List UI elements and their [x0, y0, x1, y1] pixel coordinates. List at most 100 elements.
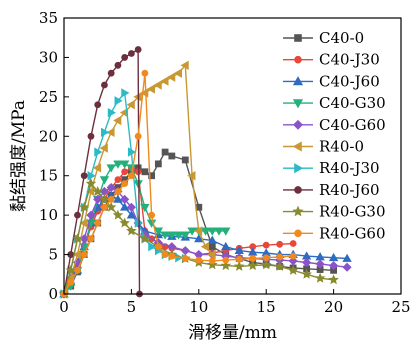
data-point: [87, 132, 95, 140]
legend-label: C40-G60: [319, 116, 386, 134]
data-point: [105, 201, 117, 212]
data-point: [120, 194, 130, 204]
data-point: [141, 69, 149, 77]
y-tick-label: 30: [39, 48, 58, 66]
data-point: [342, 262, 352, 272]
data-point: [314, 272, 326, 283]
y-tick-label: 35: [39, 9, 58, 27]
data-point: [99, 176, 110, 185]
legend-swatch-marker: [292, 99, 304, 109]
data-point: [99, 143, 108, 153]
data-point: [112, 209, 124, 220]
data-point: [80, 251, 88, 258]
legend-label: C40-G30: [319, 94, 386, 112]
legend-swatch-marker: [294, 163, 304, 174]
legend-swatch-marker: [292, 205, 304, 217]
data-point: [153, 227, 164, 236]
data-point: [247, 260, 258, 271]
data-point: [200, 241, 209, 252]
data-point: [107, 195, 115, 203]
legend-item: R40-G30: [283, 203, 386, 221]
y-tick-label: 20: [39, 127, 58, 145]
data-point: [94, 219, 102, 227]
data-point: [134, 46, 142, 53]
data-point: [121, 180, 129, 188]
data-point: [119, 107, 129, 118]
legend-label: R40-J60: [319, 181, 380, 199]
data-point: [80, 172, 88, 180]
legend-swatch-marker: [294, 34, 302, 42]
data-point: [126, 100, 135, 110]
legend-item: C40-G60: [283, 116, 386, 134]
data-point: [181, 156, 189, 164]
data-point: [99, 193, 110, 204]
data-point: [287, 264, 299, 275]
data-point: [274, 260, 285, 271]
data-point: [342, 253, 352, 262]
data-point: [113, 160, 123, 169]
data-point: [187, 171, 196, 181]
data-point: [127, 147, 137, 157]
data-point: [207, 227, 217, 236]
data-point: [180, 231, 191, 240]
data-point: [114, 96, 123, 106]
legend-swatch-marker: [294, 55, 302, 64]
data-point: [168, 252, 176, 260]
data-point: [74, 266, 81, 274]
data-point: [200, 227, 211, 236]
legend-item: C40-0: [283, 29, 364, 47]
data-point: [107, 107, 116, 118]
data-point: [72, 249, 81, 260]
data-point: [173, 68, 182, 78]
y-tick-label: 25: [39, 88, 58, 106]
data-point: [207, 259, 218, 270]
data-point: [180, 60, 189, 71]
data-point: [276, 253, 284, 261]
data-point: [114, 61, 122, 69]
data-point: [65, 264, 77, 275]
y-axis-title: 黏结强度/MPa: [9, 100, 29, 212]
data-point: [329, 261, 339, 271]
data-point: [101, 127, 110, 138]
data-point: [301, 268, 312, 279]
y-tick-label: 15: [39, 167, 58, 185]
x-tick-label: 20: [324, 298, 343, 316]
legend-item: R40-0: [283, 138, 364, 156]
data-point: [208, 257, 216, 265]
data-point: [193, 226, 203, 236]
data-point: [101, 203, 108, 211]
data-point: [146, 84, 156, 94]
data-point: [106, 182, 116, 193]
data-point: [249, 255, 257, 262]
data-point: [94, 101, 102, 109]
data-point: [154, 160, 162, 168]
y-tick-label: 10: [39, 206, 58, 224]
data-point: [173, 231, 184, 240]
data-point: [101, 81, 108, 89]
series-r40-g30: [58, 178, 339, 299]
data-point: [126, 210, 137, 219]
data-point: [106, 127, 115, 138]
series-line: [63, 91, 186, 295]
data-point: [134, 132, 142, 140]
legend-swatch-marker: [293, 119, 303, 130]
data-point: [328, 274, 339, 285]
x-axis-title: 滑移量/mm: [188, 323, 277, 343]
legend-label: R40-G60: [319, 224, 386, 242]
data-point: [289, 240, 297, 247]
legend-swatch-marker: [294, 186, 302, 194]
data-point: [139, 233, 151, 244]
data-point: [214, 227, 224, 236]
data-point: [86, 210, 96, 220]
x-tick-label: 0: [59, 298, 69, 316]
data-point: [260, 259, 272, 270]
data-point: [221, 241, 231, 251]
data-point: [315, 259, 325, 269]
data-point: [94, 147, 103, 157]
data-point: [148, 211, 156, 219]
x-tick-label: 25: [391, 298, 410, 316]
data-point: [78, 201, 90, 212]
data-point: [221, 227, 231, 236]
data-point: [119, 217, 130, 228]
legend-item: C40-J30: [283, 51, 380, 69]
